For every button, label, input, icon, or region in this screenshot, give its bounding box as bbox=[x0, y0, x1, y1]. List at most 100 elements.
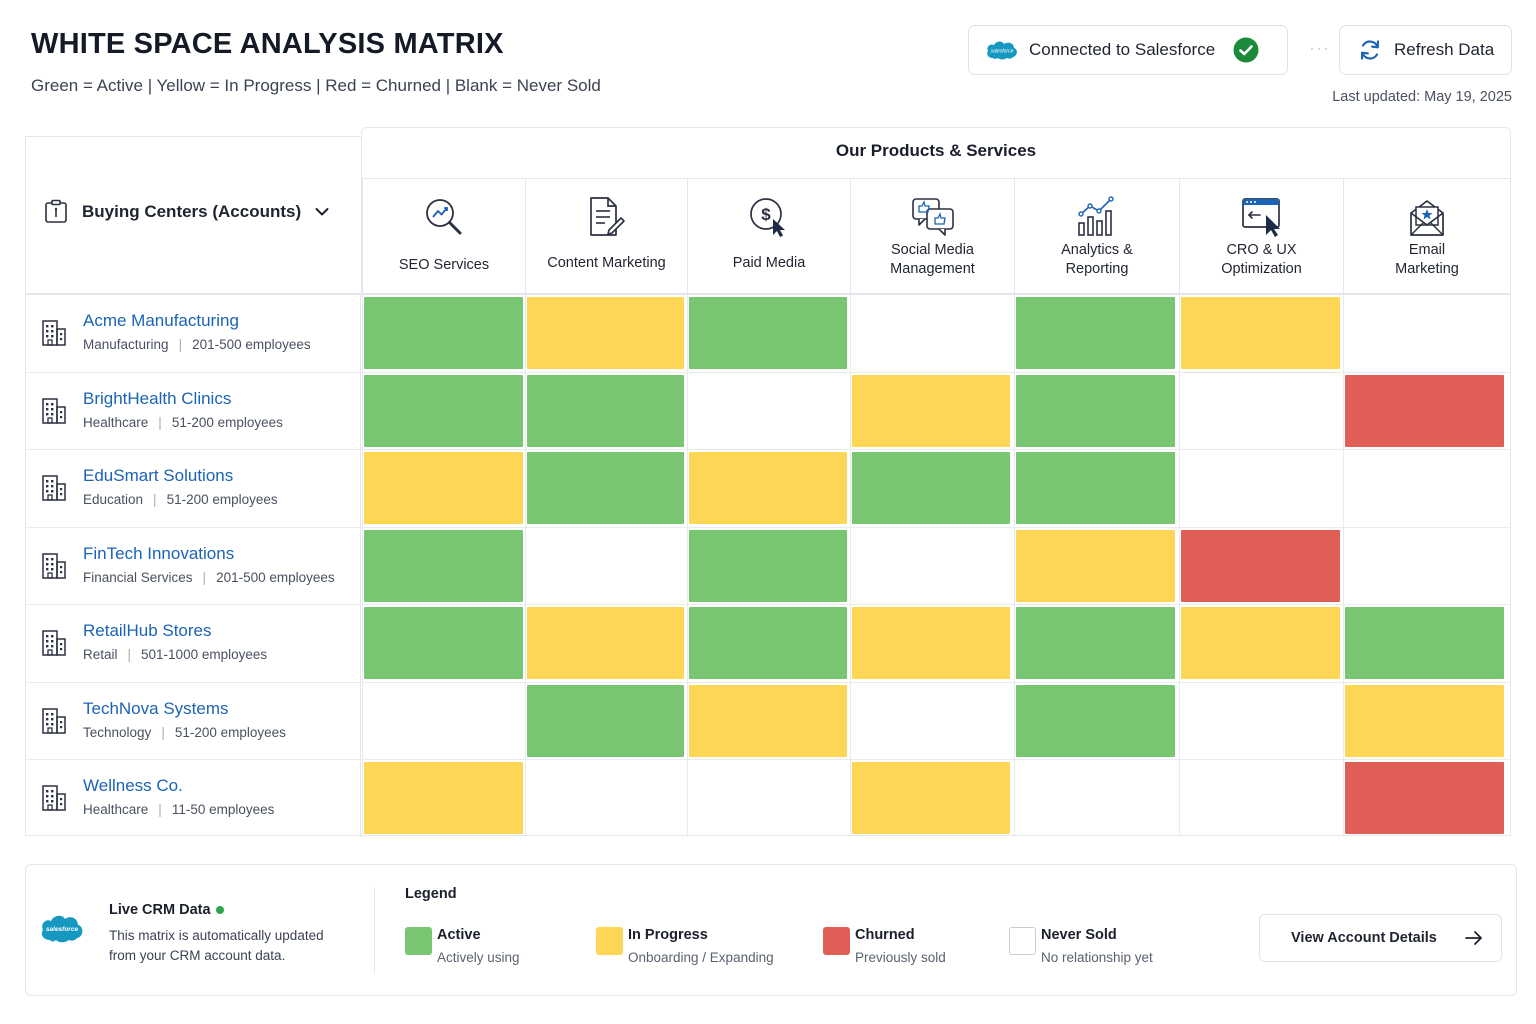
matrix-cell-in-progress[interactable] bbox=[1016, 529, 1175, 602]
id-card-icon bbox=[45, 199, 67, 223]
salesforce-logo-text: salesforce bbox=[991, 49, 1014, 55]
account-industry: Education bbox=[83, 492, 144, 507]
footer-panel: salesforce Live CRM Data This matrix is … bbox=[25, 864, 1517, 996]
legend-title: Legend bbox=[405, 886, 457, 902]
matrix-cell-in-progress[interactable] bbox=[852, 607, 1010, 679]
matrix-cell-churned[interactable] bbox=[1345, 374, 1504, 447]
salesforce-connection-status[interactable]: salesforce Connected to Salesforce bbox=[968, 25, 1288, 75]
check-circle-icon bbox=[1233, 37, 1259, 63]
matrix-cell-active[interactable] bbox=[689, 607, 847, 679]
matrix-cell-never-sold[interactable] bbox=[1181, 452, 1340, 524]
matrix-cell-never-sold[interactable] bbox=[852, 530, 1010, 602]
matrix-cell-never-sold[interactable] bbox=[1181, 685, 1340, 757]
products-title: Our Products & Services bbox=[835, 141, 1037, 160]
matrix-cell-active[interactable] bbox=[689, 529, 847, 602]
buying-centers-dropdown[interactable]: Buying Centers (Accounts) bbox=[44, 199, 329, 225]
matrix-cell-never-sold[interactable] bbox=[1016, 762, 1175, 834]
matrix-cell-active[interactable] bbox=[689, 297, 847, 369]
matrix-cell-active[interactable] bbox=[1016, 297, 1175, 369]
matrix-cell-active[interactable] bbox=[1016, 374, 1175, 447]
matrix-cell-in-progress[interactable] bbox=[852, 374, 1010, 447]
account-size: 201-500 employees bbox=[216, 569, 335, 585]
matrix-cell-never-sold[interactable] bbox=[1181, 375, 1340, 447]
matrix-cell-never-sold[interactable] bbox=[689, 762, 847, 834]
account-industry: Manufacturing bbox=[83, 337, 169, 352]
chevron-down-icon bbox=[315, 208, 329, 216]
account-meta: Technology | 51-200 employees bbox=[83, 724, 286, 740]
product-column-seo: SEO Services bbox=[362, 179, 525, 294]
account-cell[interactable]: TechNova Systems Technology | 51-200 employ… bbox=[26, 682, 361, 759]
matrix-cell-in-progress[interactable] bbox=[1181, 297, 1340, 369]
seo-magnifier-icon bbox=[426, 199, 462, 235]
matrix-cell-active[interactable] bbox=[364, 529, 523, 602]
account-cell[interactable]: RetailHub Stores Retail | 501-1000 employee… bbox=[26, 605, 361, 682]
account-cell[interactable]: Acme Manufacturing Manufacturing | 201-500 … bbox=[26, 295, 361, 372]
dollar-cursor-icon: $ bbox=[750, 198, 785, 237]
salesforce-cloud-icon: salesforce bbox=[41, 915, 83, 943]
account-industry: Retail bbox=[83, 647, 118, 662]
matrix-cell-active[interactable] bbox=[1016, 452, 1175, 524]
matrix-cell-active[interactable] bbox=[527, 684, 684, 757]
products-header: Our Products & Services SEO Services Con… bbox=[361, 127, 1511, 294]
matrix-cell-in-progress[interactable] bbox=[689, 684, 847, 757]
matrix-cell-never-sold[interactable] bbox=[527, 530, 684, 602]
account-size: 51-200 employees bbox=[166, 492, 278, 507]
matrix-cell-never-sold[interactable] bbox=[527, 762, 684, 834]
matrix-body: Acme Manufacturing Manufacturing | 201-500 … bbox=[25, 293, 1511, 837]
matrix-cell-active[interactable] bbox=[527, 374, 684, 447]
account-row: FinTech Innovations Financial Services | 20… bbox=[26, 526, 1510, 604]
matrix-cell-never-sold[interactable] bbox=[1345, 530, 1504, 602]
account-meta: Manufacturing | 201-500 employees bbox=[83, 337, 311, 352]
matrix-cell-never-sold[interactable] bbox=[852, 297, 1010, 369]
matrix-cell-active[interactable] bbox=[527, 452, 684, 524]
account-cell[interactable]: Wellness Co. Healthcare | 11-50 employees bbox=[26, 760, 361, 837]
matrix-cell-never-sold[interactable] bbox=[1181, 762, 1340, 834]
account-name-link[interactable]: RetailHub Stores bbox=[83, 621, 212, 640]
legend-sub-never-sold: No relationship yet bbox=[1041, 950, 1153, 965]
legend-sub-in-progress: Onboarding / Expanding bbox=[628, 950, 774, 965]
account-name-link[interactable]: FinTech Innovations bbox=[83, 543, 235, 563]
refresh-icon bbox=[1360, 40, 1380, 60]
account-name-link[interactable]: EduSmart Solutions bbox=[83, 466, 234, 485]
account-name-link[interactable]: Acme Manufacturing bbox=[83, 311, 239, 330]
matrix-cell-churned[interactable] bbox=[1345, 762, 1504, 834]
matrix-cell-in-progress[interactable] bbox=[527, 297, 684, 369]
account-size: 51-200 employees bbox=[171, 414, 283, 430]
product-label-email: Email Marketing bbox=[1395, 242, 1459, 277]
account-cell[interactable]: BrightHealth Clinics Healthcare | 51-200 em… bbox=[26, 372, 361, 449]
account-cell[interactable]: FinTech Innovations Financial Services | 20… bbox=[26, 527, 361, 604]
account-name-link[interactable]: TechNova Systems bbox=[83, 698, 229, 718]
matrix-cell-active[interactable] bbox=[1345, 607, 1504, 679]
account-size: 11-50 employees bbox=[171, 802, 275, 817]
matrix-cell-in-progress[interactable] bbox=[364, 452, 523, 524]
legend-label-active: Active bbox=[437, 927, 481, 943]
matrix-cell-never-sold[interactable] bbox=[852, 685, 1010, 757]
account-cell[interactable]: EduSmart Solutions Education | 51-200 emplo… bbox=[26, 450, 361, 527]
matrix-cell-churned[interactable] bbox=[1181, 529, 1340, 602]
matrix-cell-active[interactable] bbox=[364, 297, 523, 369]
matrix-cell-in-progress[interactable] bbox=[1345, 684, 1504, 757]
matrix-cell-in-progress[interactable] bbox=[527, 607, 684, 679]
product-column-content: Content Marketing bbox=[525, 179, 687, 294]
matrix-cell-never-sold[interactable] bbox=[364, 685, 523, 757]
matrix-cell-in-progress[interactable] bbox=[364, 762, 523, 834]
matrix-cell-never-sold[interactable] bbox=[689, 375, 847, 447]
matrix-cell-never-sold[interactable] bbox=[1345, 297, 1504, 369]
view-account-details-button[interactable]: View Account Details bbox=[1259, 914, 1502, 962]
matrix-cell-in-progress[interactable] bbox=[1181, 607, 1340, 679]
matrix-cell-active[interactable] bbox=[852, 452, 1010, 524]
matrix-cell-active[interactable] bbox=[364, 374, 523, 447]
account-row: Wellness Co. Healthcare | 11-50 employees bbox=[26, 759, 1510, 837]
matrix-cell-in-progress[interactable] bbox=[689, 452, 847, 524]
view-details-label: View Account Details bbox=[1291, 930, 1437, 946]
product-label-seo: SEO Services bbox=[398, 257, 490, 273]
refresh-data-button[interactable]: Refresh Data bbox=[1339, 25, 1512, 75]
matrix-cell-active[interactable] bbox=[364, 607, 523, 679]
legend-label-churned: Churned bbox=[855, 927, 915, 943]
account-name-link[interactable]: BrightHealth Clinics bbox=[83, 388, 232, 408]
account-name-link[interactable]: Wellness Co. bbox=[83, 776, 183, 795]
matrix-cell-active[interactable] bbox=[1016, 684, 1175, 757]
matrix-cell-in-progress[interactable] bbox=[852, 762, 1010, 834]
matrix-cell-active[interactable] bbox=[1016, 607, 1175, 679]
matrix-cell-never-sold[interactable] bbox=[1345, 452, 1504, 524]
